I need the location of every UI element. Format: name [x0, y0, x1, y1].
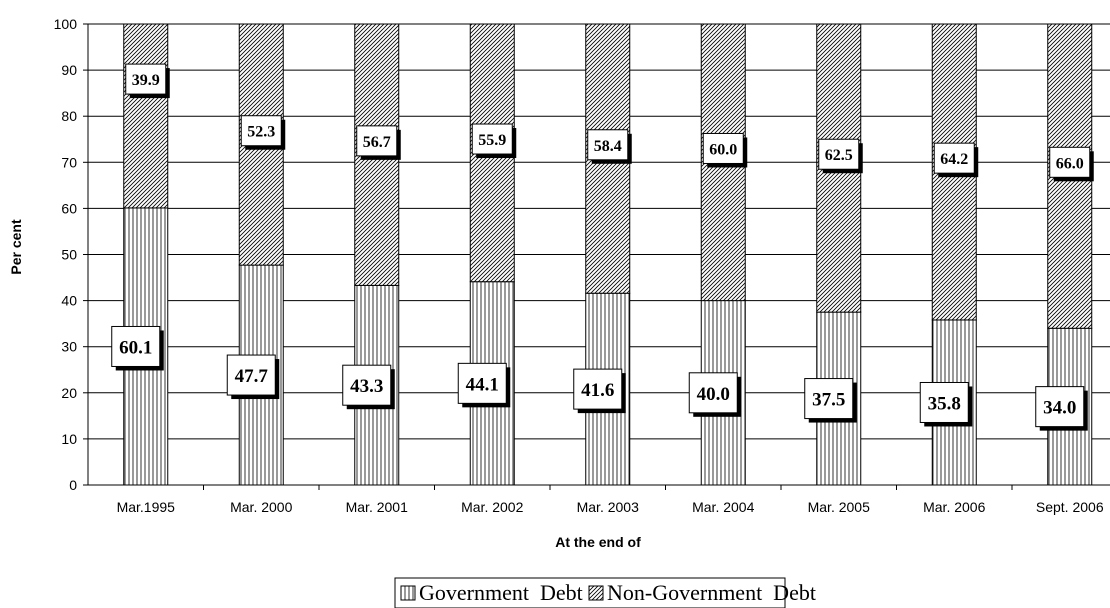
data-label-box	[587, 129, 629, 161]
x-tick-label: Mar. 2000	[230, 499, 292, 515]
data-label-non-government: 56.7	[363, 134, 391, 151]
data-labels: 60.1 39.9 47.7 52.3 43.3 56.7 44.1 55.9 41.6 58.4…	[111, 63, 1094, 431]
y-tick-label: 60	[61, 200, 77, 216]
data-label-government: 34.0	[1043, 398, 1076, 419]
y-tick-label: 80	[61, 108, 77, 124]
data-label-government: 60.1	[119, 337, 152, 358]
x-tick-label: Mar. 2001	[346, 499, 408, 515]
x-tick-label: Mar.1995	[117, 499, 176, 515]
data-label-non-government: 60.0	[709, 141, 737, 158]
x-tick-label: Mar. 2002	[461, 499, 523, 515]
axes: 0 10 20 30 40 50 60 70 80 90 100 Mar.1995 Mar. 2000 M…	[54, 16, 1110, 515]
data-label-box	[818, 138, 860, 170]
data-label-box	[804, 378, 854, 420]
y-axis-title: Per cent	[8, 219, 24, 275]
legend-swatch-government	[400, 585, 416, 601]
y-tick-label: 30	[61, 339, 77, 355]
data-label-box	[226, 354, 276, 396]
data-label-box	[933, 142, 975, 174]
y-tick-label: 20	[61, 385, 77, 401]
y-tick-label: 70	[61, 154, 77, 170]
data-label-government: 41.6	[581, 380, 614, 401]
data-label-government: 37.5	[812, 390, 845, 411]
x-tick-label: Mar. 2003	[577, 499, 639, 515]
y-tick-label: 0	[69, 477, 77, 493]
data-label-box	[702, 132, 744, 164]
bar-non-government	[123, 23, 169, 209]
data-label-box	[471, 123, 513, 155]
data-label-box	[356, 125, 398, 157]
data-label-government: 44.1	[466, 374, 499, 395]
data-label-box	[240, 115, 282, 147]
data-label-box	[342, 364, 392, 406]
y-tick-label: 40	[61, 293, 77, 309]
data-label-box	[1049, 146, 1091, 178]
y-tick-label: 90	[61, 62, 77, 78]
data-label-non-government: 64.2	[940, 151, 968, 168]
y-tick-label: 50	[61, 247, 77, 263]
legend-label-non-government: Non-Government Debt	[607, 580, 816, 605]
y-tick-label: 100	[54, 16, 78, 32]
data-label-non-government: 62.5	[825, 147, 853, 164]
data-label-box	[688, 372, 738, 414]
data-label-government: 47.7	[235, 366, 269, 387]
legend-swatch-non-government	[588, 585, 604, 601]
data-label-non-government: 58.4	[594, 138, 622, 155]
data-label-non-government: 52.3	[247, 124, 275, 141]
data-label-government: 35.8	[928, 393, 961, 414]
data-label-non-government: 66.0	[1056, 155, 1084, 172]
data-label-box	[573, 368, 623, 410]
data-label-government: 43.3	[350, 376, 383, 397]
data-label-box	[1035, 386, 1085, 428]
data-label-non-government: 39.9	[132, 72, 160, 89]
data-label-box	[457, 362, 507, 404]
x-tick-label: Mar. 2006	[923, 499, 985, 515]
legend: Government Debt Non-Government Debt	[394, 577, 816, 608]
data-label-non-government: 55.9	[478, 132, 506, 149]
x-tick-label: Mar. 2005	[808, 499, 870, 515]
data-label-government: 40.0	[697, 384, 730, 405]
x-tick-label: Sept. 2006	[1036, 499, 1104, 515]
x-tick-label: Mar. 2004	[692, 499, 754, 515]
data-label-box	[125, 63, 167, 95]
data-label-box	[111, 325, 161, 367]
x-axis-title: At the end of	[555, 534, 641, 550]
data-label-box	[919, 381, 969, 423]
y-tick-label: 10	[61, 431, 77, 447]
legend-label-government: Government Debt	[419, 580, 583, 605]
